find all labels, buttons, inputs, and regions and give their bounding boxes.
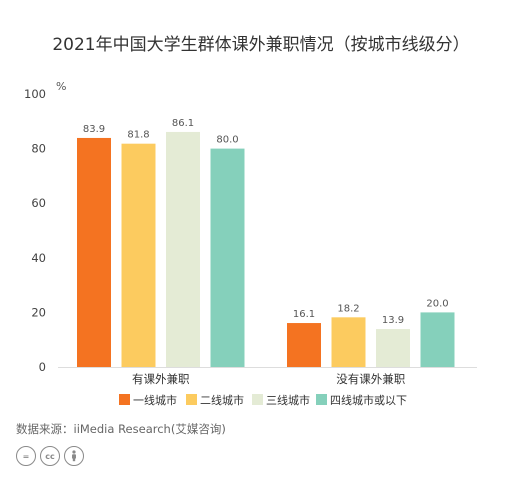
data-label: 80.0 xyxy=(216,135,238,146)
data-label: 20.0 xyxy=(426,298,448,309)
data-label: 18.2 xyxy=(337,303,359,314)
equals-icon: = xyxy=(16,446,36,466)
y-tick-label: 0 xyxy=(39,360,46,374)
legend-label: 三线城市 xyxy=(266,393,310,407)
legend-label: 一线城市 xyxy=(133,393,177,407)
bar xyxy=(210,148,245,367)
data-label: 86.1 xyxy=(172,118,194,129)
x-category-label: 有课外兼职 xyxy=(132,372,190,386)
legend-swatch xyxy=(186,394,197,405)
y-tick-label: 80 xyxy=(31,142,46,156)
chart-title: 2021年中国大学生群体课外兼职情况（按城市线级分） xyxy=(52,35,469,55)
bar xyxy=(77,137,111,367)
legend-swatch xyxy=(316,394,327,405)
y-tick-label: 100 xyxy=(24,87,46,101)
legend-label: 四线城市或以下 xyxy=(330,393,407,407)
bar xyxy=(121,143,156,367)
data-label: 13.9 xyxy=(382,315,404,326)
y-tick-label: 20 xyxy=(31,305,46,319)
data-label: 81.8 xyxy=(127,130,149,141)
license-badges: = cc xyxy=(16,446,84,468)
bar xyxy=(331,317,366,367)
x-category-label: 没有课外兼职 xyxy=(336,372,405,386)
y-axis-unit-label: % xyxy=(56,80,66,93)
bar xyxy=(166,131,200,367)
person-icon xyxy=(64,446,84,466)
legend-label: 二线城市 xyxy=(200,393,244,407)
source-note: 数据来源：iiMedia Research(艾媒咨询) xyxy=(16,422,226,436)
cc-icon: cc xyxy=(40,446,60,466)
data-label: 16.1 xyxy=(293,309,315,320)
y-tick-label: 40 xyxy=(31,251,46,265)
legend-swatch xyxy=(252,394,263,405)
data-label: 83.9 xyxy=(83,124,105,135)
bar xyxy=(287,323,321,367)
bar xyxy=(420,312,455,367)
bar xyxy=(376,329,410,367)
y-tick-label: 60 xyxy=(31,196,46,210)
legend-swatch xyxy=(119,394,130,405)
